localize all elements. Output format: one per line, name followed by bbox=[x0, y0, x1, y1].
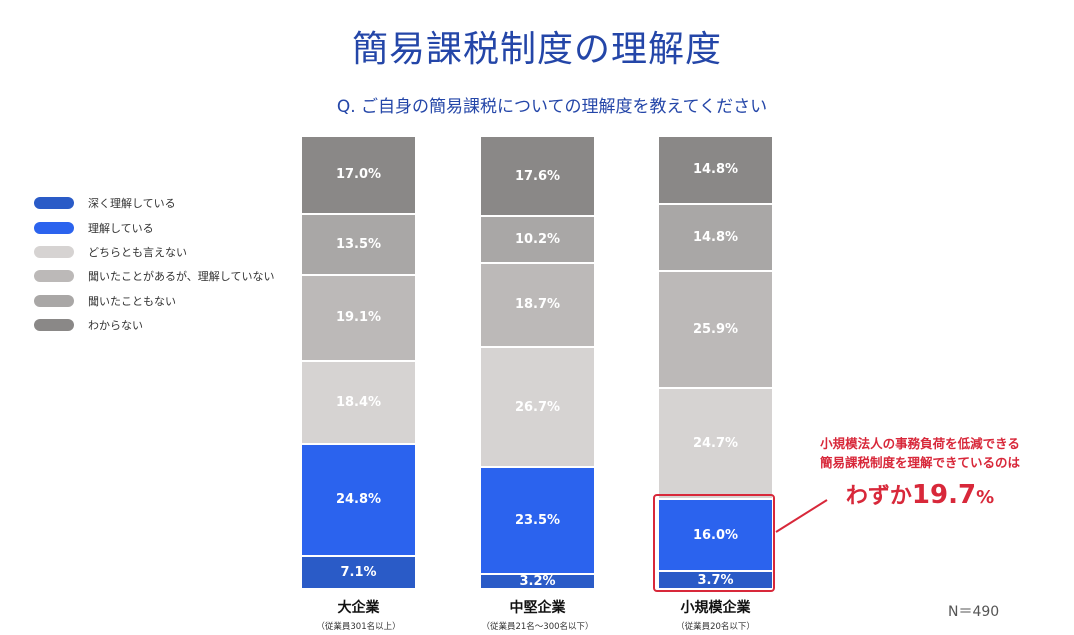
data-label: 7.1% bbox=[340, 564, 377, 580]
data-label: 14.8% bbox=[692, 229, 739, 245]
bar-segment: 17.6% bbox=[481, 137, 594, 216]
bar-segment: 26.7% bbox=[481, 347, 594, 467]
data-label: 24.8% bbox=[335, 492, 382, 508]
data-label: 10.2% bbox=[514, 231, 561, 247]
bar-segment: 14.8% bbox=[659, 204, 772, 270]
legend-item: 深く理解している bbox=[34, 191, 274, 215]
legend-item: わからない bbox=[34, 313, 274, 337]
category-label: 小規模企業 （従業員20名以下） bbox=[626, 597, 806, 632]
bar-segment: 19.1% bbox=[302, 275, 415, 360]
callout-number: 19.7 bbox=[911, 480, 977, 510]
legend-swatch bbox=[34, 245, 74, 258]
callout-line1: 小規模法人の事務負荷を低減できる bbox=[820, 436, 1020, 451]
category-name: 中堅企業 bbox=[509, 600, 566, 616]
category-label: 大企業 （従業員301名以上） bbox=[269, 597, 449, 632]
data-label: 17.6% bbox=[514, 168, 561, 184]
data-label: 17.0% bbox=[335, 167, 382, 183]
data-label: 23.5% bbox=[514, 512, 561, 528]
category-label: 中堅企業 （従業員21名～300名以下） bbox=[448, 597, 628, 632]
data-label: 18.4% bbox=[335, 394, 382, 410]
bar-segment: 18.7% bbox=[481, 263, 594, 346]
legend-swatch bbox=[34, 319, 74, 332]
legend-item: 聞いたこともない bbox=[34, 289, 274, 313]
legend-label: わからない bbox=[88, 319, 143, 333]
data-label: 16.0% bbox=[692, 527, 739, 543]
legend-label: 理解している bbox=[88, 221, 154, 235]
bar-segment: 24.8% bbox=[302, 444, 415, 555]
category-name: 小規模企業 bbox=[680, 600, 751, 616]
bar-segment: 18.4% bbox=[302, 361, 415, 443]
legend-swatch bbox=[34, 197, 74, 210]
legend-swatch bbox=[34, 294, 74, 307]
bar-segment: 24.7% bbox=[659, 388, 772, 499]
callout-line bbox=[775, 499, 828, 533]
legend-item: 聞いたことがあるが、理解していない bbox=[34, 264, 274, 288]
bar-segment: 3.2% bbox=[481, 573, 594, 589]
bar-segment: 16.0% bbox=[659, 500, 772, 571]
data-label: 25.9% bbox=[692, 321, 739, 337]
bar-segment: 14.8% bbox=[659, 137, 772, 203]
legend-label: 聞いたことがあるが、理解していない bbox=[88, 270, 275, 284]
category-subtitle: （従業員21名～300名以下） bbox=[481, 622, 594, 632]
legend-swatch bbox=[34, 221, 74, 234]
callout-line2: 簡易課税制度を理解できているのは bbox=[819, 455, 1020, 470]
legend-label: 聞いたこともない bbox=[88, 294, 176, 308]
chart-title: 簡易課税制度の理解度 bbox=[351, 29, 722, 70]
data-label: 18.7% bbox=[514, 297, 561, 313]
callout-unit: % bbox=[976, 487, 995, 508]
data-label: 26.7% bbox=[514, 399, 561, 415]
sample-size: N＝490 bbox=[948, 604, 1000, 620]
legend-label: どちらとも言えない bbox=[88, 245, 187, 259]
callout-highlight-box bbox=[653, 494, 775, 592]
bar-segment: 17.0% bbox=[302, 137, 415, 213]
data-label: 3.2% bbox=[519, 573, 556, 589]
category-subtitle: （従業員20名以下） bbox=[676, 622, 755, 632]
data-label: 3.7% bbox=[697, 572, 734, 588]
legend-label: 深く理解している bbox=[88, 197, 176, 211]
category-name: 大企業 bbox=[337, 600, 380, 616]
callout-highlight: わずか19.7% bbox=[790, 478, 1050, 510]
data-label: 19.1% bbox=[335, 310, 382, 326]
legend: 深く理解している 理解している どちらとも言えない 聞いたことがあるが、理解して… bbox=[34, 191, 274, 337]
callout-prefix: わずか bbox=[845, 484, 912, 509]
bar-segment: 3.7% bbox=[659, 572, 772, 588]
category-subtitle: （従業員301名以上） bbox=[316, 622, 401, 632]
legend-item: どちらとも言えない bbox=[34, 240, 274, 264]
data-label: 24.7% bbox=[692, 435, 739, 451]
bar-segment: 23.5% bbox=[481, 468, 594, 573]
legend-item: 理解している bbox=[34, 215, 274, 239]
question-text: Q. ご自身の簡易課税についての理解度を教えてください bbox=[336, 97, 768, 117]
bar-segment: 25.9% bbox=[659, 271, 772, 387]
bar-segment: 13.5% bbox=[302, 214, 415, 274]
data-label: 13.5% bbox=[335, 236, 382, 252]
data-label: 14.8% bbox=[692, 162, 739, 178]
callout-text: 小規模法人の事務負荷を低減できる 簡易課税制度を理解できているのは bbox=[790, 434, 1050, 472]
bar-segment: 7.1% bbox=[302, 556, 415, 588]
bar-segment: 10.2% bbox=[481, 217, 594, 262]
legend-swatch bbox=[34, 270, 74, 283]
